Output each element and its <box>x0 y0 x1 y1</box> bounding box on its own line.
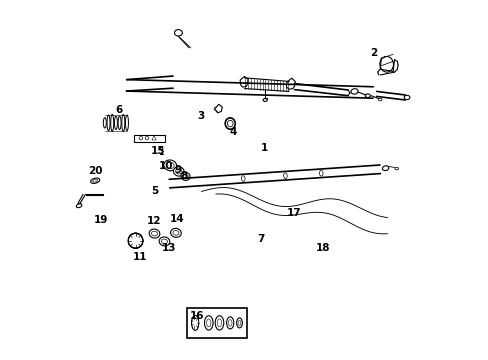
Text: 20: 20 <box>88 166 102 176</box>
Text: 13: 13 <box>162 243 176 253</box>
Ellipse shape <box>128 234 142 248</box>
Ellipse shape <box>192 316 198 330</box>
Text: 6: 6 <box>115 105 122 115</box>
Text: 11: 11 <box>133 252 147 262</box>
Text: 2: 2 <box>369 48 377 58</box>
Ellipse shape <box>90 178 100 183</box>
Ellipse shape <box>225 118 235 129</box>
Text: 10: 10 <box>158 161 173 171</box>
Text: 5: 5 <box>150 186 158 197</box>
Ellipse shape <box>128 234 142 248</box>
Ellipse shape <box>145 136 148 140</box>
Ellipse shape <box>128 234 142 248</box>
Ellipse shape <box>103 118 106 128</box>
Ellipse shape <box>236 318 242 328</box>
Text: 9: 9 <box>174 165 181 175</box>
Text: 12: 12 <box>147 216 162 226</box>
Text: 15: 15 <box>150 147 165 157</box>
Text: 18: 18 <box>315 243 330 253</box>
Ellipse shape <box>204 316 213 330</box>
Ellipse shape <box>128 233 142 248</box>
Ellipse shape <box>128 233 142 248</box>
Text: 19: 19 <box>94 215 108 225</box>
Ellipse shape <box>226 317 233 329</box>
Ellipse shape <box>170 228 181 237</box>
Text: 14: 14 <box>169 214 183 224</box>
Ellipse shape <box>163 160 176 171</box>
Ellipse shape <box>228 320 231 326</box>
Text: 16: 16 <box>190 311 204 321</box>
Bar <box>187 307 247 338</box>
Ellipse shape <box>192 316 198 330</box>
Ellipse shape <box>128 233 142 248</box>
Ellipse shape <box>128 234 142 248</box>
Text: 17: 17 <box>286 208 301 218</box>
Ellipse shape <box>173 167 184 176</box>
Ellipse shape <box>215 316 224 330</box>
Ellipse shape <box>128 233 142 248</box>
Ellipse shape <box>149 229 160 238</box>
Ellipse shape <box>238 320 241 325</box>
Text: 1: 1 <box>260 143 267 153</box>
Ellipse shape <box>139 136 142 140</box>
Ellipse shape <box>379 57 393 72</box>
Text: 8: 8 <box>181 171 188 181</box>
Text: 4: 4 <box>229 127 236 137</box>
Ellipse shape <box>191 315 198 330</box>
Ellipse shape <box>159 237 169 246</box>
Ellipse shape <box>192 316 198 330</box>
Text: 7: 7 <box>256 234 264 244</box>
Ellipse shape <box>125 115 128 131</box>
Ellipse shape <box>206 319 210 327</box>
Ellipse shape <box>192 316 198 330</box>
Ellipse shape <box>217 319 221 327</box>
Ellipse shape <box>128 233 142 248</box>
Ellipse shape <box>128 233 142 248</box>
Ellipse shape <box>128 234 142 248</box>
Bar <box>134 135 164 142</box>
Ellipse shape <box>181 172 190 180</box>
Text: 3: 3 <box>197 111 204 121</box>
